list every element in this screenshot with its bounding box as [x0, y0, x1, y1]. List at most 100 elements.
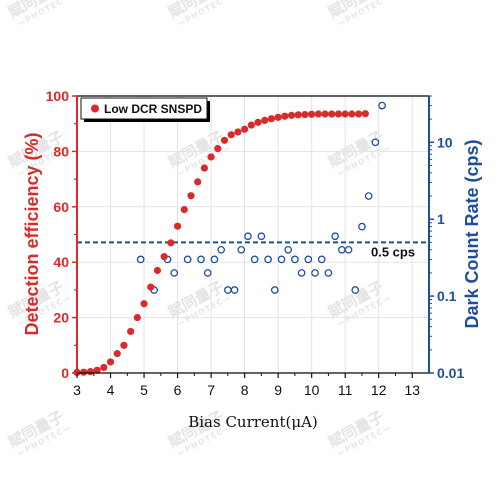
x-tick-label: 5: [140, 382, 148, 398]
x-tick-label: 10: [304, 382, 320, 398]
dcr-point: [270, 286, 279, 294]
efficiency-point: [127, 327, 135, 336]
right-y-axis: 0.01 0.1 1 10: [429, 95, 464, 381]
efficiency-point: [254, 118, 262, 126]
efficiency-point: [220, 136, 229, 144]
efficiency-point: [321, 110, 329, 118]
x-tick-label: 12: [371, 382, 387, 398]
efficiency-point: [187, 192, 195, 200]
watermark-layer: 賦同量子—PHOTEC— 賦同量子—PHOTEC— 賦同量子—PHOTEC— 賦同量子…: [5, 0, 393, 459]
dcr-point: [311, 269, 319, 277]
dcr-point: [224, 286, 232, 294]
threshold-label: 0.5 cps: [371, 244, 415, 259]
y-axis-title-left: Detection efficiency (%): [22, 132, 42, 335]
dcr-point: [183, 255, 192, 264]
dcr-point: [317, 255, 326, 264]
efficiency-point: [261, 116, 269, 124]
watermark: 賦同量子—PHOTEC—: [165, 0, 233, 29]
dcr-point: [203, 269, 212, 277]
efficiency-point: [167, 239, 175, 247]
dcr-point: [170, 269, 179, 277]
watermark: 賦同量子—PHOTEC—: [5, 0, 73, 29]
efficiency-point: [200, 164, 208, 172]
efficiency-point: [334, 110, 343, 118]
efficiency-point: [133, 314, 141, 322]
dcr-point: [284, 245, 293, 254]
efficiency-point: [80, 368, 88, 376]
efficiency-point: [301, 110, 309, 119]
x-tick-label: 8: [241, 382, 249, 398]
efficiency-point: [180, 205, 188, 214]
efficiency-point: [173, 222, 182, 230]
efficiency-point: [214, 145, 222, 153]
efficiency-point: [106, 358, 115, 366]
efficiency-point: [241, 125, 249, 133]
efficiency-point: [160, 253, 168, 261]
watermark: 賦同量子—PHOTEC—: [325, 127, 393, 178]
x-axis-title: Bias Current(μA): [188, 413, 318, 431]
dcr-point: [210, 255, 219, 264]
y-left-tick-label: 60: [53, 199, 69, 215]
efficiency-point: [194, 178, 202, 186]
y-right-tick-label: 0.1: [437, 288, 457, 304]
efficiency-point: [227, 131, 235, 139]
efficiency-point: [140, 300, 148, 308]
dcr-point: [291, 255, 299, 264]
legend-box: [80, 97, 208, 120]
efficiency-point: [361, 110, 369, 118]
efficiency-point: [86, 368, 95, 376]
dcr-point: [358, 222, 366, 231]
watermark: 賦同量子—PHOTEC—: [5, 407, 73, 458]
legend: Low DCR SNSPD: [80, 97, 210, 122]
x-tick-label: 4: [107, 382, 115, 398]
dcr-point: [257, 232, 266, 241]
x-tick-label: 7: [207, 382, 215, 398]
dcr-point: [250, 255, 259, 264]
efficiency-point: [147, 283, 155, 291]
dcr-point: [277, 255, 286, 264]
efficiency-point: [234, 128, 242, 136]
y-left-tick-label: 100: [46, 88, 70, 104]
y-left-tick-label: 40: [53, 254, 69, 270]
efficiency-series: [73, 110, 369, 377]
efficiency-point: [93, 366, 101, 374]
y-left-tick-label: 0: [61, 365, 69, 381]
y-right-tick-label: 10: [437, 134, 453, 150]
dcr-point: [264, 255, 272, 264]
efficiency-point: [348, 110, 356, 118]
dcr-point: [197, 255, 205, 264]
efficiency-point: [314, 110, 322, 118]
efficiency-point: [341, 110, 349, 118]
dcr-point: [324, 269, 333, 277]
watermark: 賦同量子—PHOTEC—: [165, 277, 233, 328]
watermark: 賦同量子—PHOTEC—: [325, 0, 393, 29]
dcr-point: [304, 255, 313, 264]
x-tick-label: 9: [274, 382, 282, 398]
watermark: 賦同量子—PHOTEC—: [325, 407, 393, 458]
x-tick-label: 3: [73, 382, 81, 398]
efficiency-point: [328, 110, 336, 118]
efficiency-point: [113, 350, 121, 358]
dcr-point: [378, 101, 386, 110]
dcr-point: [364, 192, 373, 200]
efficiency-point: [153, 266, 162, 275]
efficiency-point: [287, 111, 296, 119]
dcr-point: [217, 245, 226, 254]
dcr-point: [244, 232, 252, 241]
watermark: 賦同量子—PHOTEC—: [165, 127, 233, 178]
efficiency-point: [308, 110, 316, 118]
efficiency-point: [274, 113, 282, 121]
x-axis: 3 4 5 6 7 8 9 10 11 12 13: [73, 373, 420, 398]
x-tick-label: 6: [174, 382, 182, 398]
legend-marker: [91, 104, 99, 113]
legend-label: Low DCR SNSPD: [104, 102, 202, 116]
efficiency-point: [267, 115, 276, 123]
efficiency-point: [355, 110, 363, 118]
dcr-point: [351, 286, 360, 294]
dcr-point: [297, 269, 306, 277]
dark-count-series: [136, 101, 386, 294]
dcr-point: [344, 245, 353, 254]
dcr-point: [237, 245, 246, 254]
dcr-point: [136, 255, 145, 264]
